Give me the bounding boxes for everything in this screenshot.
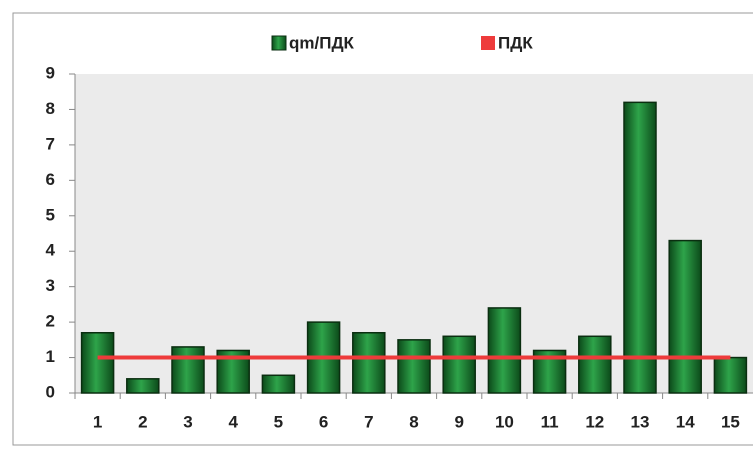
x-tick-label: 10 [495, 412, 514, 431]
x-tick-label: 9 [454, 412, 463, 431]
x-tick-label: 11 [541, 412, 559, 431]
legend-label: qm/ПДК [289, 33, 355, 52]
bar [397, 339, 431, 394]
x-tick-label: 13 [631, 412, 650, 431]
y-tick-label: 3 [46, 276, 55, 295]
y-tick-label: 8 [46, 99, 55, 118]
x-tick-label: 4 [228, 412, 238, 431]
x-tick-label: 8 [409, 412, 418, 431]
x-tick-label: 5 [274, 412, 283, 431]
y-tick-label: 7 [46, 134, 55, 153]
bar [623, 101, 657, 394]
bar [713, 356, 748, 394]
legend-label: ПДК [498, 33, 533, 52]
x-tick-label: 1 [93, 412, 102, 431]
y-tick-label: 2 [46, 312, 55, 331]
bar [487, 307, 522, 394]
bar [442, 335, 476, 394]
y-tick-label: 6 [46, 170, 55, 189]
bar [352, 331, 386, 394]
y-tick-label: 1 [46, 347, 55, 366]
x-tick-label: 6 [319, 412, 328, 431]
legend-swatch [271, 35, 287, 51]
bar [668, 239, 702, 394]
y-tick-label: 5 [46, 205, 55, 224]
y-tick-label: 9 [46, 63, 55, 82]
legend-swatch [481, 36, 495, 50]
bar [80, 331, 115, 394]
x-tick-label: 15 [721, 412, 740, 431]
bar [171, 346, 205, 394]
x-tick-label: 14 [676, 412, 695, 431]
bar [578, 335, 612, 394]
x-tick-label: 7 [364, 412, 373, 431]
bar [126, 378, 160, 394]
x-tick-label: 12 [585, 412, 604, 431]
y-tick-label: 0 [46, 382, 55, 401]
x-tick-label: 3 [183, 412, 192, 431]
y-tick-label: 4 [46, 241, 56, 260]
bar [261, 374, 296, 394]
x-tick-label: 2 [138, 412, 147, 431]
